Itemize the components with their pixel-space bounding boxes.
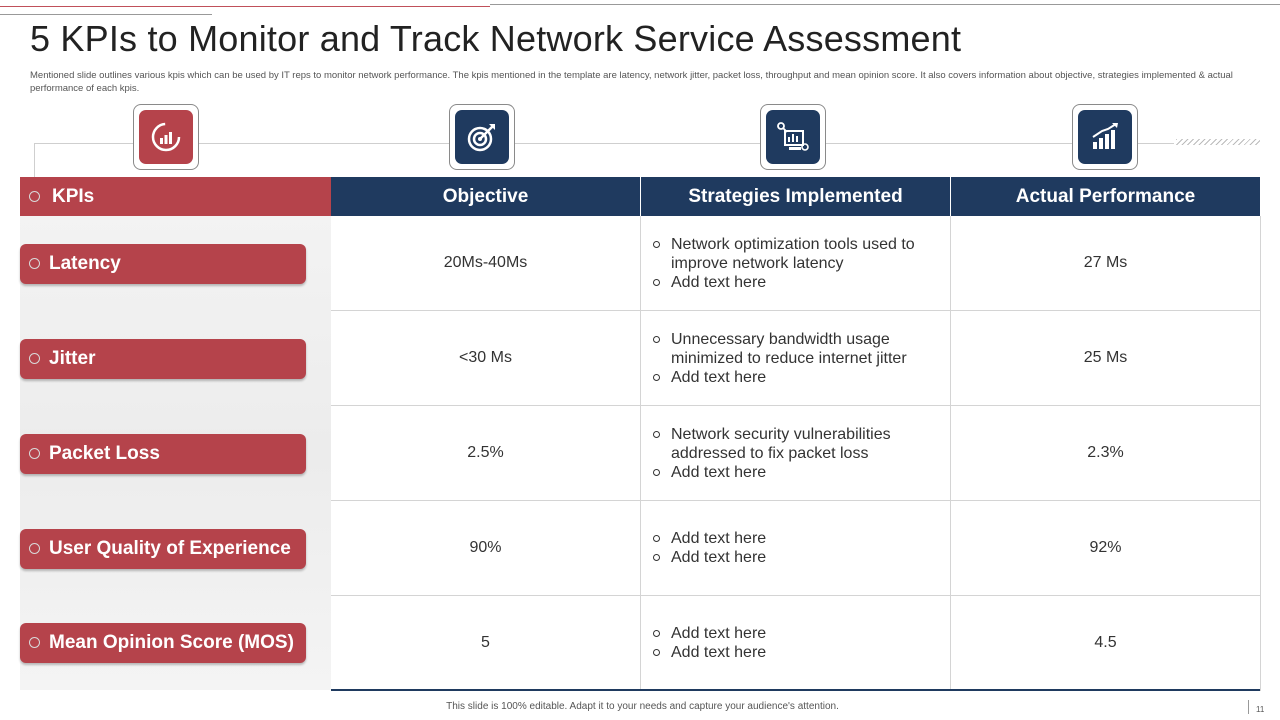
strategies-cell: Add text here Add text here bbox=[641, 596, 951, 691]
strategy-item: Unnecessary bandwidth usage minimized to… bbox=[651, 330, 950, 368]
timeline-dot bbox=[29, 637, 40, 648]
page-number-divider bbox=[1248, 700, 1249, 714]
strategies-cell: Network security vulnerabilities address… bbox=[641, 406, 951, 501]
header-strategies: Strategies Implemented bbox=[641, 177, 950, 216]
strategy-item: Add text here bbox=[651, 273, 950, 292]
hatch-decoration bbox=[1176, 139, 1260, 145]
strategy-item: Add text here bbox=[651, 548, 766, 567]
kpi-label-packet-loss: Packet Loss bbox=[20, 434, 306, 474]
kpi-icon-box bbox=[133, 104, 199, 170]
strategies-cell: Unnecessary bandwidth usage minimized to… bbox=[641, 311, 951, 406]
strategy-item: Network optimization tools used to impro… bbox=[651, 235, 950, 273]
timeline-dot bbox=[29, 448, 40, 459]
top-accent-line-gray bbox=[0, 14, 212, 15]
strategies-icon-box bbox=[760, 104, 826, 170]
network-monitor-icon bbox=[766, 110, 820, 164]
header-actual-performance: Actual Performance bbox=[951, 177, 1260, 216]
speedometer-icon bbox=[139, 110, 193, 164]
strategies-cell: Network optimization tools used to impro… bbox=[641, 216, 951, 311]
strategy-item: Add text here bbox=[651, 463, 950, 482]
strategy-item: Add text here bbox=[651, 368, 950, 387]
strategy-item: Add text here bbox=[651, 643, 766, 662]
objective-icon-box bbox=[449, 104, 515, 170]
objective-cell: 5 bbox=[331, 596, 641, 691]
objective-cell: 90% bbox=[331, 501, 641, 596]
table-bottom-border bbox=[331, 689, 1260, 691]
strategy-item: Network security vulnerabilities address… bbox=[651, 425, 950, 463]
objective-cell: <30 Ms bbox=[331, 311, 641, 406]
page-number: 11 bbox=[1256, 705, 1265, 714]
kpi-label-jitter: Jitter bbox=[20, 339, 306, 379]
kpi-label-latency: Latency bbox=[20, 244, 306, 284]
kpi-label-mos: Mean Opinion Score (MOS) bbox=[20, 623, 306, 663]
page-subtitle: Mentioned slide outlines various kpis wh… bbox=[30, 70, 1233, 94]
strategy-item: Add text here bbox=[651, 624, 766, 643]
header-kpis: KPIs bbox=[20, 177, 331, 216]
actual-cell: 92% bbox=[951, 501, 1261, 596]
top-accent-line bbox=[0, 6, 490, 7]
timeline-dot bbox=[29, 543, 40, 554]
performance-icon-box bbox=[1072, 104, 1138, 170]
actual-cell: 2.3% bbox=[951, 406, 1261, 501]
strategies-cell: Add text here Add text here bbox=[641, 501, 951, 596]
actual-cell: 4.5 bbox=[951, 596, 1261, 691]
timeline-dot bbox=[29, 353, 40, 364]
page-title: 5 KPIs to Monitor and Track Network Serv… bbox=[30, 18, 962, 59]
timeline-dot bbox=[29, 258, 40, 269]
timeline-dot bbox=[29, 191, 40, 202]
actual-cell: 25 Ms bbox=[951, 311, 1261, 406]
top-divider-line bbox=[490, 4, 1280, 5]
target-icon bbox=[455, 110, 509, 164]
footer-note: This slide is 100% editable. Adapt it to… bbox=[446, 701, 839, 712]
connector-line-horizontal bbox=[34, 143, 1174, 144]
objective-cell: 2.5% bbox=[331, 406, 641, 501]
objective-cell: 20Ms-40Ms bbox=[331, 216, 641, 311]
kpi-label-user-quality: User Quality of Experience bbox=[20, 529, 306, 569]
growth-chart-icon bbox=[1078, 110, 1132, 164]
header-objective: Objective bbox=[331, 177, 640, 216]
strategy-item: Add text here bbox=[651, 529, 766, 548]
actual-cell: 27 Ms bbox=[951, 216, 1261, 311]
